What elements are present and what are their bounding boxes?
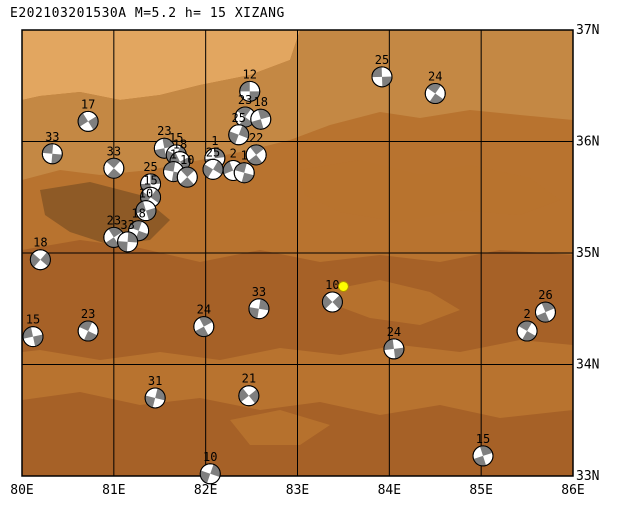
longitude-label: 83E (286, 483, 309, 498)
beachball: 33 (103, 144, 125, 179)
beachball-label: 23 (157, 124, 171, 138)
latitude-label: 33N (576, 469, 599, 484)
beachball: 21 (238, 372, 260, 407)
beachball-label: 25 (375, 53, 389, 67)
beachball: 22 (245, 131, 267, 166)
latitude-label: 35N (576, 246, 599, 261)
event-marker (337, 280, 349, 292)
beachball-label: 31 (148, 374, 162, 388)
longitude-label: 84E (378, 483, 401, 498)
beachball: 23 (77, 307, 99, 342)
beachball: 12 (239, 67, 261, 102)
beachball: 10 (135, 187, 157, 222)
longitude-labels: 80E 81E 82E 83E 84E 85E 86E (10, 483, 584, 498)
beachball-label: 15 (476, 432, 490, 446)
beachball-label: 21 (242, 372, 256, 386)
beachball-label: 33 (107, 144, 121, 158)
beachball-label: 18 (33, 236, 47, 250)
beachball-label: 12 (243, 67, 257, 81)
beachball: 1 (233, 149, 255, 184)
beachball: 2 (516, 307, 538, 342)
beachball: 10 (321, 278, 343, 313)
beachball-label: 23 (107, 213, 121, 227)
beachball: 15 (472, 432, 494, 467)
beachball: 31 (144, 374, 166, 409)
beachball-label: 24 (428, 70, 442, 84)
latitude-label: 36N (576, 135, 599, 150)
beachball: 18 (29, 236, 51, 271)
beachball-label: 18 (131, 207, 145, 221)
beachball-label: 2 (523, 307, 530, 321)
beachball-label: 18 (173, 138, 187, 152)
beachball-label: 33 (120, 218, 134, 232)
beachball: 33 (117, 218, 139, 253)
beachball: 33 (41, 130, 63, 165)
longitude-label: 85E (469, 483, 492, 498)
beachball: 25 (228, 111, 250, 146)
beachball-label: 15 (26, 313, 40, 327)
beachball-label: 10 (325, 278, 339, 292)
beachball-label: 33 (252, 285, 266, 299)
beachball-label: 25 (143, 160, 157, 174)
beachball-label: 25 (206, 145, 220, 159)
beachball-label: 23 (238, 93, 252, 107)
beachball: 17 (77, 97, 99, 132)
beachball-label: 1 (170, 148, 177, 162)
beachball-label: 22 (249, 131, 263, 145)
latitude-label: 37N (576, 23, 599, 38)
beachball-label: 2 (230, 146, 237, 160)
beachball: 23 (234, 93, 256, 128)
longitude-label: 86E (561, 483, 584, 498)
beachball-label: 15 (143, 173, 157, 187)
beachball: 10 (176, 153, 198, 188)
beachball-label: 25 (232, 111, 246, 125)
latitude-labels: 37N 36N 35N 34N 33N (576, 23, 599, 484)
beachball-label: 24 (387, 325, 401, 339)
beachball-label: 15 (169, 131, 183, 145)
beachball-label: 24 (197, 303, 211, 317)
beachball: 24 (193, 303, 215, 338)
beachball-label: 26 (538, 288, 552, 302)
beachball-label: 1 (211, 134, 218, 148)
beachball-label: 10 (203, 450, 217, 464)
beachball: 25 (202, 145, 224, 180)
latitude-label: 34N (576, 358, 599, 373)
longitude-label: 80E (10, 483, 33, 498)
beachball: 24 (383, 325, 405, 360)
beachball: 18 (250, 95, 272, 130)
beachball: 24 (424, 70, 446, 105)
beachball-label: 18 (254, 95, 268, 109)
longitude-label: 81E (102, 483, 125, 498)
beachball: 33 (248, 285, 270, 320)
beachball-label: 10 (139, 187, 153, 201)
beachball-label: 23 (81, 307, 95, 321)
beachball: 25 (371, 53, 393, 88)
map-title: E202103201530A M=5.2 h= 15 XIZANG (10, 6, 285, 21)
epicenter-dot (337, 280, 349, 292)
graticule (22, 30, 573, 476)
beachball: 10 (199, 450, 221, 485)
beachball: 23 (153, 124, 175, 159)
longitude-label: 82E (194, 483, 217, 498)
beachball-label: 33 (45, 130, 59, 144)
beachball: 26 (534, 288, 556, 323)
beachball: 15 (22, 313, 44, 348)
map-frame (21, 29, 574, 477)
beachball-label: 1 (241, 149, 248, 163)
beachball-label: 17 (81, 97, 95, 111)
beachball-label: 10 (180, 153, 194, 167)
